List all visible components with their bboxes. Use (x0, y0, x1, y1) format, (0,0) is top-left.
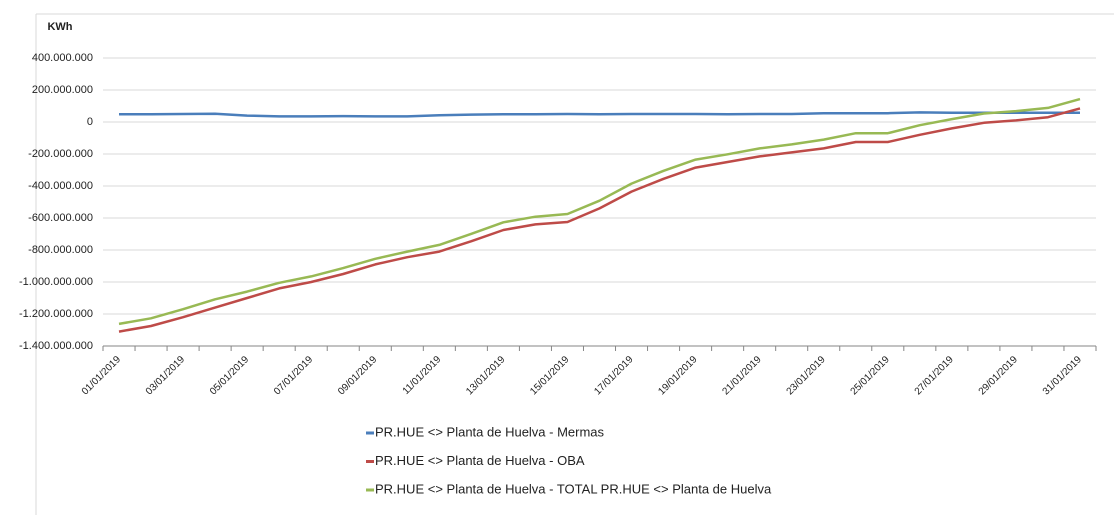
y-tick-label: 200.000.000 (32, 84, 93, 96)
x-tick-label: 01/01/2019 (80, 354, 123, 397)
x-tick-label: 03/01/2019 (144, 354, 187, 397)
x-tick-label: 05/01/2019 (208, 354, 251, 397)
y-tick-label: -1.400.000.000 (19, 340, 93, 352)
y-axis-label: KWh (47, 21, 72, 33)
series-line (118, 107, 1081, 333)
y-tick-label: -800.000.000 (28, 244, 93, 256)
y-tick-label: -1.000.000.000 (19, 276, 93, 288)
legend-label: PR.HUE <> Planta de Huelva - TOTAL PR.HU… (375, 481, 772, 496)
y-tick-label: -400.000.000 (28, 180, 93, 192)
y-tick-label: -600.000.000 (28, 212, 93, 224)
x-tick-label: 17/01/2019 (592, 354, 635, 397)
x-tick-label: 27/01/2019 (913, 354, 956, 397)
y-tick-label: 0 (87, 116, 93, 128)
x-tick-label: 29/01/2019 (977, 354, 1020, 397)
x-tick-label: 19/01/2019 (656, 354, 699, 397)
x-tick-label: 09/01/2019 (336, 354, 379, 397)
y-tick-label: -1.200.000.000 (19, 308, 93, 320)
x-tick-label: 11/01/2019 (401, 354, 444, 397)
legend-label: PR.HUE <> Planta de Huelva - OBA (375, 453, 585, 468)
y-tick-label: -200.000.000 (28, 148, 93, 160)
x-tick-label: 31/01/2019 (1041, 354, 1084, 397)
series-line (118, 97, 1081, 326)
y-tick-label: 400.000.000 (32, 52, 93, 64)
x-tick-label: 21/01/2019 (720, 354, 763, 397)
legend-label: PR.HUE <> Planta de Huelva - Mermas (375, 424, 605, 439)
series-line (119, 111, 1080, 118)
x-tick-label: 25/01/2019 (849, 354, 892, 397)
x-tick-label: 13/01/2019 (464, 354, 507, 397)
x-tick-label: 07/01/2019 (272, 354, 315, 397)
x-tick-label: 23/01/2019 (785, 354, 828, 397)
x-tick-label: 15/01/2019 (528, 354, 571, 397)
